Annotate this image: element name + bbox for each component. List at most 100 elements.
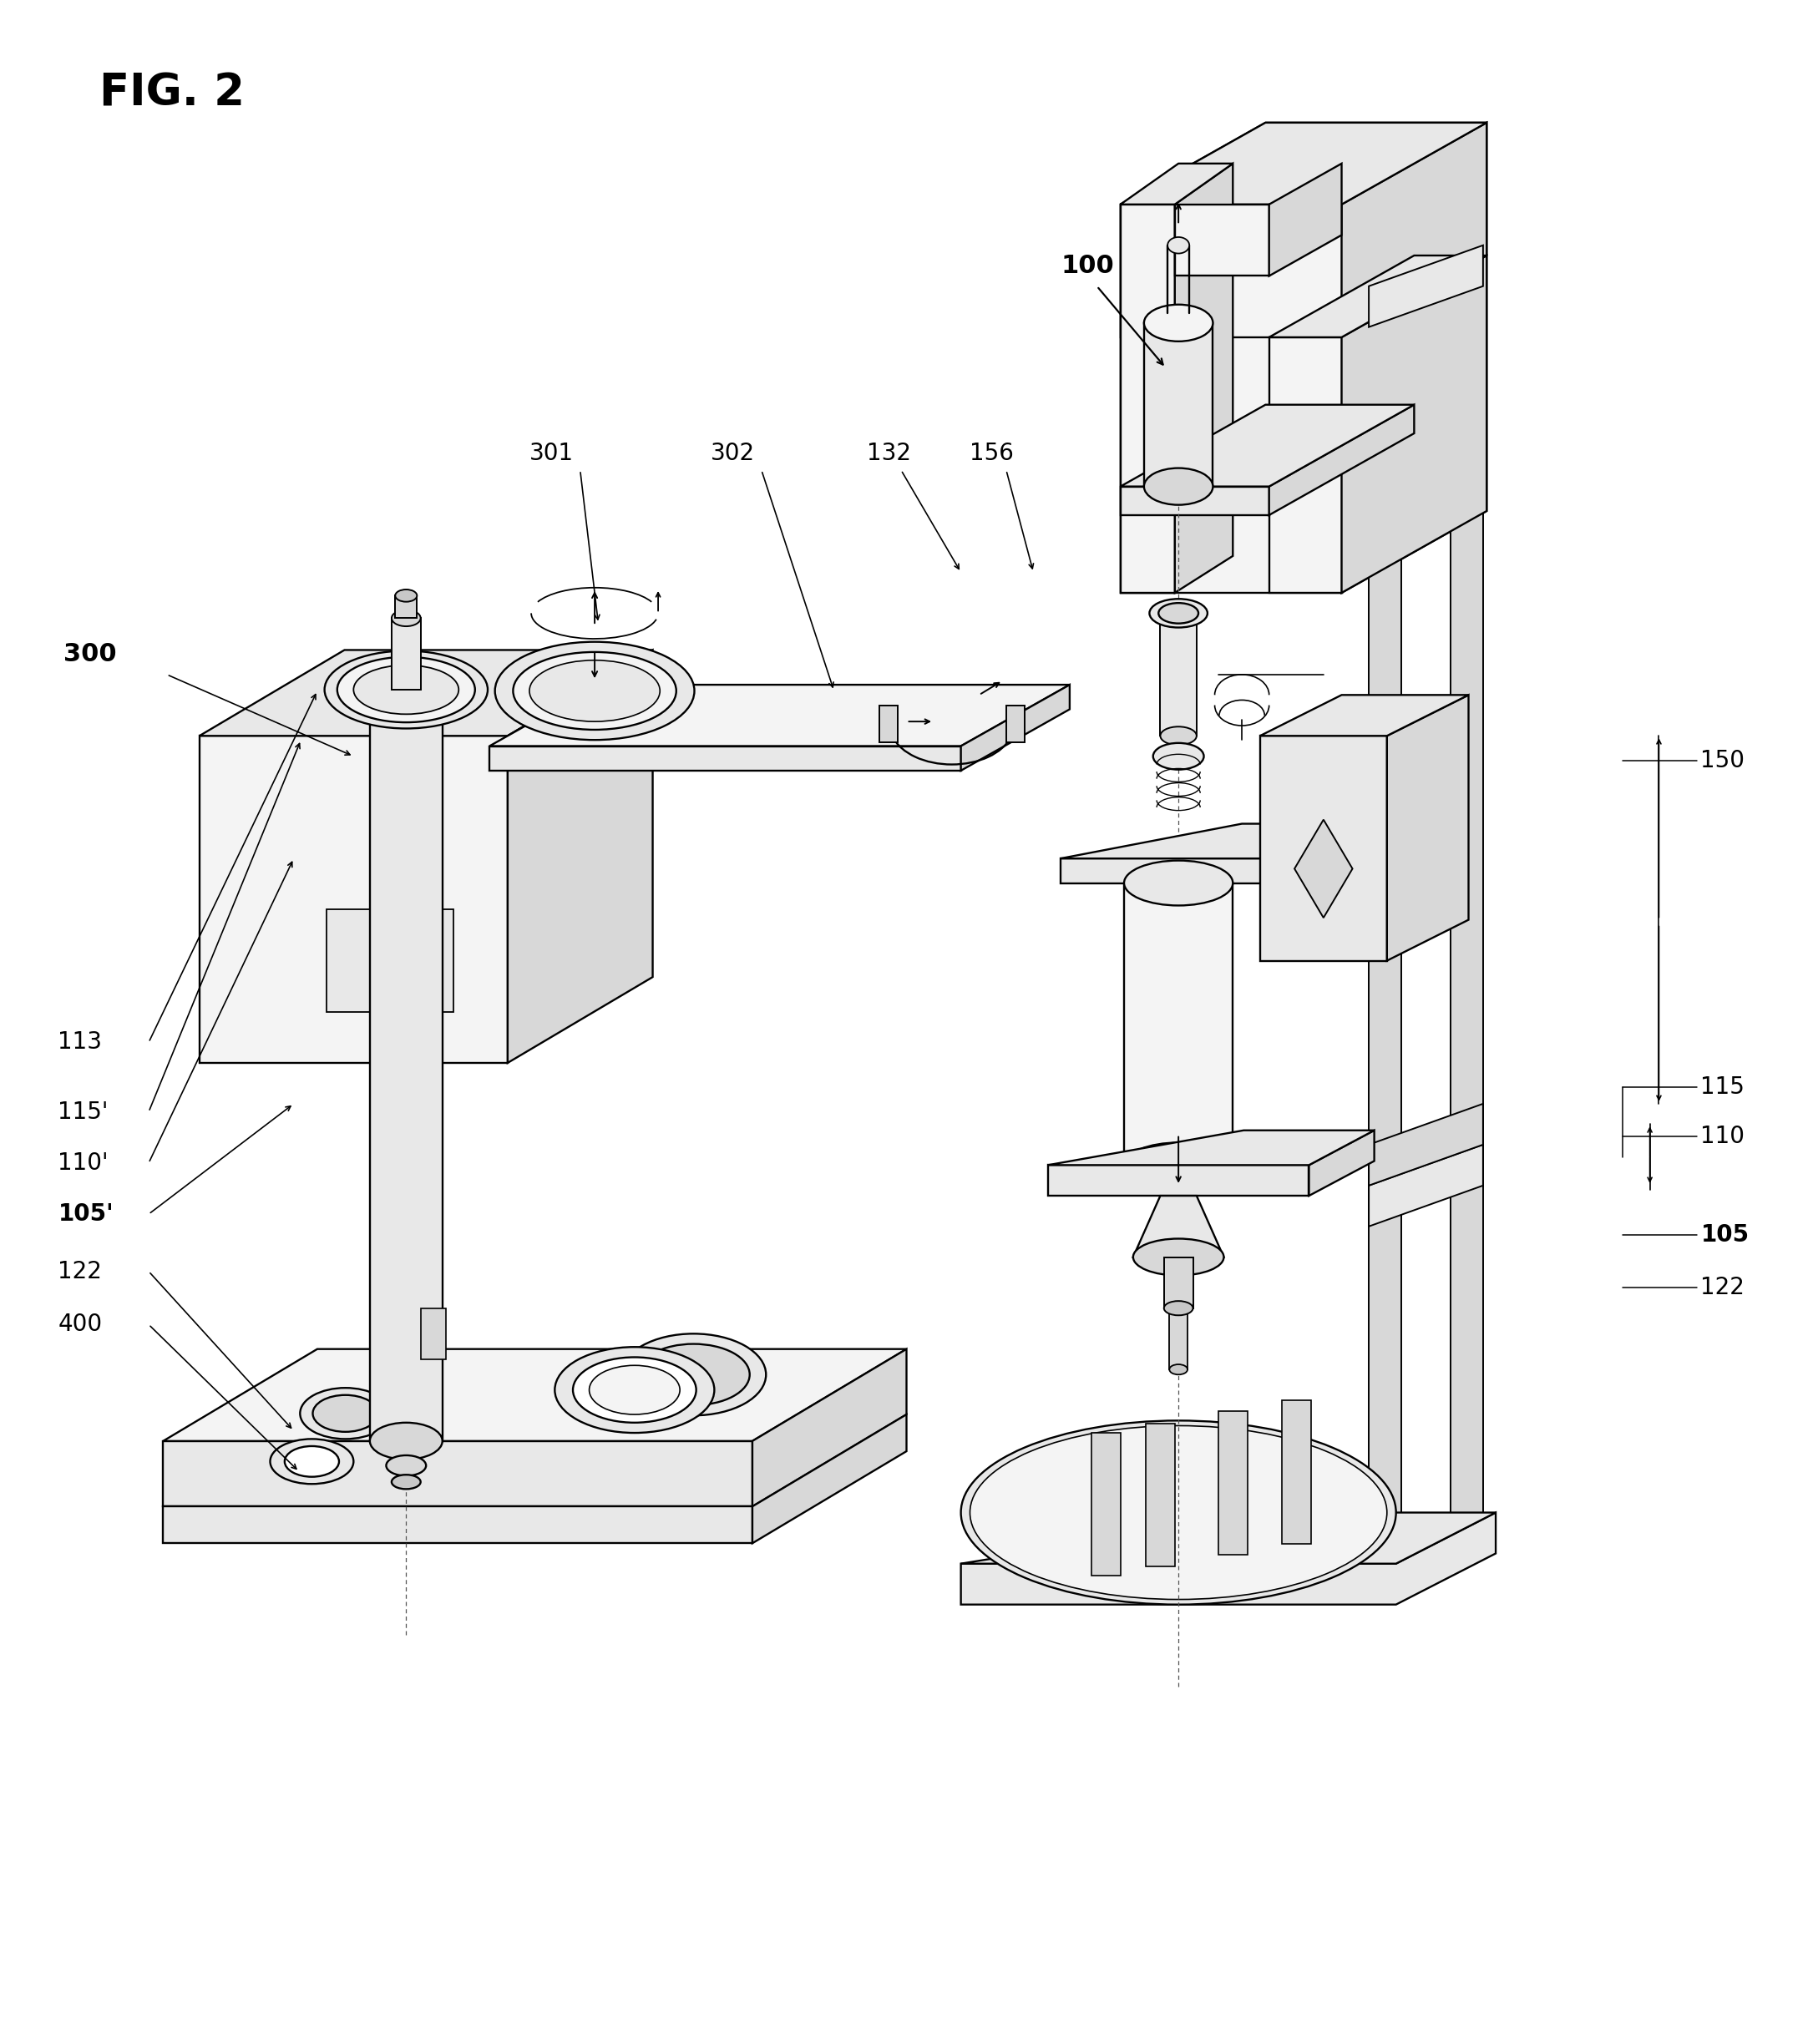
Polygon shape	[199, 650, 653, 736]
Polygon shape	[1450, 286, 1483, 1533]
Polygon shape	[1120, 486, 1269, 515]
Ellipse shape	[1144, 468, 1213, 505]
Text: 156: 156	[970, 442, 1013, 466]
Polygon shape	[326, 910, 453, 1012]
Polygon shape	[1120, 164, 1233, 204]
Text: 150: 150	[1701, 748, 1744, 773]
Polygon shape	[163, 1506, 752, 1543]
Polygon shape	[961, 1513, 1496, 1605]
Text: 132: 132	[867, 442, 910, 466]
Polygon shape	[1369, 245, 1483, 327]
Ellipse shape	[370, 1423, 442, 1459]
Polygon shape	[961, 1513, 1496, 1564]
Text: 113: 113	[58, 1030, 102, 1055]
Polygon shape	[1144, 323, 1213, 486]
Polygon shape	[1294, 820, 1352, 918]
Ellipse shape	[392, 1476, 421, 1488]
Ellipse shape	[970, 1427, 1387, 1598]
Polygon shape	[1175, 164, 1233, 593]
Polygon shape	[163, 1349, 906, 1441]
Text: 115': 115'	[58, 1100, 109, 1124]
Polygon shape	[395, 595, 417, 617]
Ellipse shape	[1144, 305, 1213, 341]
Ellipse shape	[392, 609, 421, 625]
Ellipse shape	[555, 1347, 714, 1433]
Text: 122: 122	[58, 1259, 102, 1284]
Polygon shape	[1091, 1433, 1120, 1576]
Polygon shape	[961, 685, 1070, 771]
Text: 302: 302	[711, 442, 754, 466]
Polygon shape	[1048, 1165, 1309, 1196]
Text: 115: 115	[1701, 1075, 1744, 1100]
Polygon shape	[370, 695, 442, 1441]
Polygon shape	[163, 1441, 752, 1506]
Polygon shape	[1369, 327, 1401, 1574]
Polygon shape	[199, 736, 508, 1063]
Polygon shape	[1164, 1257, 1193, 1308]
Text: 110': 110'	[58, 1151, 109, 1175]
Ellipse shape	[1169, 1365, 1188, 1376]
Polygon shape	[1120, 405, 1414, 486]
Polygon shape	[1269, 405, 1414, 515]
Polygon shape	[1061, 824, 1360, 858]
Ellipse shape	[961, 1421, 1396, 1605]
Ellipse shape	[395, 589, 417, 601]
Polygon shape	[1120, 123, 1487, 204]
Ellipse shape	[354, 664, 459, 713]
Polygon shape	[1260, 695, 1469, 736]
Ellipse shape	[337, 656, 475, 722]
Ellipse shape	[1159, 603, 1198, 623]
Polygon shape	[752, 1414, 906, 1543]
Ellipse shape	[1133, 1239, 1224, 1275]
Polygon shape	[1296, 824, 1360, 883]
Polygon shape	[1269, 164, 1342, 276]
Polygon shape	[508, 650, 653, 1063]
Polygon shape	[1269, 256, 1487, 337]
Polygon shape	[1061, 858, 1296, 883]
Ellipse shape	[285, 1447, 339, 1478]
Text: 105: 105	[1701, 1222, 1750, 1247]
Polygon shape	[752, 1349, 906, 1506]
Text: FIG. 2: FIG. 2	[100, 72, 245, 114]
Polygon shape	[392, 617, 421, 689]
Polygon shape	[1120, 204, 1342, 337]
Text: 110: 110	[1701, 1124, 1744, 1149]
Text: 300: 300	[63, 642, 116, 666]
Polygon shape	[1369, 1104, 1483, 1186]
Ellipse shape	[270, 1439, 354, 1484]
Ellipse shape	[1160, 728, 1197, 746]
Polygon shape	[1120, 123, 1487, 204]
Polygon shape	[490, 746, 961, 771]
Polygon shape	[1124, 883, 1233, 1165]
Ellipse shape	[1149, 599, 1207, 628]
Ellipse shape	[495, 642, 694, 740]
Ellipse shape	[314, 1396, 379, 1433]
Ellipse shape	[1124, 1143, 1233, 1188]
Polygon shape	[1218, 1412, 1247, 1555]
Ellipse shape	[325, 650, 488, 728]
Polygon shape	[1133, 1196, 1224, 1257]
Polygon shape	[1342, 256, 1487, 593]
Polygon shape	[1048, 1130, 1374, 1165]
Text: 100: 100	[1061, 253, 1113, 278]
Polygon shape	[1260, 736, 1387, 961]
Ellipse shape	[589, 1365, 680, 1414]
Ellipse shape	[620, 1335, 767, 1416]
Text: 105': 105'	[58, 1202, 114, 1226]
Polygon shape	[1169, 1308, 1188, 1369]
Polygon shape	[1269, 337, 1342, 593]
Polygon shape	[1160, 613, 1197, 736]
Polygon shape	[1282, 1400, 1311, 1543]
Ellipse shape	[1153, 744, 1204, 771]
Polygon shape	[1120, 204, 1175, 593]
Text: 400: 400	[58, 1312, 102, 1337]
Polygon shape	[1120, 204, 1342, 593]
Ellipse shape	[529, 660, 660, 722]
Polygon shape	[421, 1308, 446, 1359]
Ellipse shape	[573, 1357, 696, 1423]
Ellipse shape	[1164, 1302, 1193, 1316]
Ellipse shape	[513, 652, 676, 730]
Ellipse shape	[1168, 237, 1189, 253]
Polygon shape	[1146, 1425, 1175, 1568]
Polygon shape	[1387, 695, 1469, 961]
